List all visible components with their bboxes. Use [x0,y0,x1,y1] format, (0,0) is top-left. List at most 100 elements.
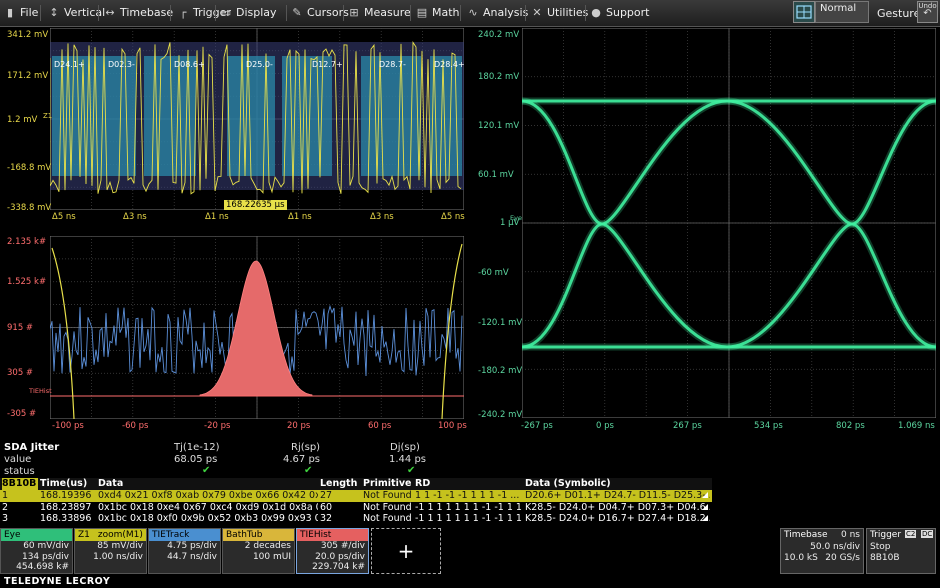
descriptor-name: zoom(M1) [97,530,143,540]
expand-row-icon[interactable] [702,515,708,521]
descriptor-value: 44.7 ns/div [167,551,217,562]
descriptor-value: 1.00 ns/div [93,551,143,562]
bathtub-curve-left [51,247,75,419]
table-header-row: 8B10B Time(us) Data Length Primitive RD Data (… [0,478,712,490]
eye-diagram-grid[interactable] [522,28,936,418]
menu-support[interactable]: ● Support [590,0,649,26]
status-ok-icon: ✔ [407,465,416,476]
menu-file[interactable]: ▮ File [4,0,38,26]
jitter-col-tj: Tj(1e-12) [174,442,220,453]
utilities-icon: ✕ [532,6,542,19]
decode-y-label: 341.2 mV [7,30,49,40]
table-cell: 168.33896 [40,513,92,524]
decode-symbol-label: D08.6+ [174,60,205,69]
undo-button[interactable]: Undo ↶ [917,1,938,23]
trace-marker-tiehist: TIEHist [29,387,52,395]
add-descriptor-button[interactable]: + [371,528,441,574]
eye-y-label: -240.2 mV [478,410,523,420]
timebase-samples: 10.0 kS [784,553,818,563]
menu-separator [410,5,411,21]
menu-cursors[interactable]: ✎ Cursors [291,0,349,26]
expand-row-icon[interactable] [702,492,708,498]
decode-y-label: -168.8 mV [7,163,52,173]
trigger-mode-label: Normal [820,3,857,14]
eye-y-label: 120.1 mV [478,121,520,131]
descriptor-tiehist[interactable]: TIEHist 305 #/div 20.0 ps/div 229.704 k# [296,528,369,574]
table-row[interactable]: 3 168.33896 0x1bc 0x18 0xf0 0x9b 0x52 0xb3… [0,513,712,525]
decode-symbol-label: D28.4+ [434,60,464,69]
descriptor-header: TIETrack [149,529,220,541]
menu-separator [170,5,171,21]
table-header-cell: RD [415,478,431,489]
table-cell: 0x1bc 0x18 0xf0 0x9b 0x52 0xb3 0x99 0x93… [98,513,318,524]
decode-x-label: Δ5 ns [52,212,76,222]
menu-analysis[interactable]: ∿ Analysis [467,0,528,26]
menu-separator [98,5,99,21]
trigger-icon: ┌ [179,6,187,19]
descriptor-value: 85 mV/div [97,541,143,551]
analysis-icon: ∿ [468,6,478,19]
expand-row-icon[interactable] [702,503,708,510]
menu-math[interactable]: ▤ Math [416,0,460,26]
table-header-cell: Primitive [363,478,412,489]
table-row[interactable]: 1 168.19396 0xd4 0x21 0xf8 0xab 0x79 0xbe … [0,490,712,502]
descriptor-header: BathTub [223,529,294,541]
decode-x-label: Δ3 ns [123,212,147,222]
timebase-descriptor[interactable]: Timebase 0 ns 50.0 ns/div 10.0 kS 20 GS/… [780,528,864,574]
descriptor-eye[interactable]: Eye 60 mV/div 134 ps/div 454.698 k# [0,528,73,574]
decode-y-label: 171.2 mV [7,71,49,81]
menu-label: File [20,6,39,19]
descriptor-header: TIEHist [297,529,368,541]
hist-x-label: -20 ps [204,421,231,431]
table-cell: K28.5- D24.0+ D16.7+ D27.4+ D18.2... [525,513,710,524]
eye-y-label: 60.1 mV [478,170,514,180]
hist-x-label: 100 ps [438,421,467,431]
decode-y-label: 1.2 mV [7,115,38,125]
table-header-cell: Data (Symbolic) [525,478,611,489]
descriptor-tietrack[interactable]: TIETrack 4.75 ps/div 44.7 ns/div [148,528,221,574]
table-cell: 0x1bc 0x18 0xe4 0x67 0xc4 0xd9 0x1d 0x8a… [98,501,318,513]
decode-y-label: -338.8 mV [7,203,52,213]
eye-trace [522,99,936,349]
decode-waveform-grid[interactable]: D24.1+ D02.3- D08.6+ D25.0- D12.7+ D28.7- D28.… [50,28,464,210]
descriptor-value: 60 mV/div [23,541,69,551]
eye-x-label: 267 ps [673,421,702,431]
hist-x-label: 20 ps [287,421,311,431]
trace-marker-eye: Eye [510,214,522,222]
hist-y-label: 1.525 k# [7,277,47,287]
hist-y-label: 2.135 k# [7,237,47,247]
decode-symbol-label: D12.7+ [312,60,343,69]
menu-utilities[interactable]: ✕ Utilities [531,0,588,26]
menu-display[interactable]: ▭ Display [220,0,277,26]
descriptor-zoomm1[interactable]: Z1 zoom(M1) 85 mV/div 1.00 ns/div [74,528,147,574]
descriptor-value: 134 ps/div [21,551,69,562]
undo-label: Undo [918,2,937,10]
menu-trigger[interactable]: ┌ Trigger [177,0,231,26]
histogram-grid[interactable] [50,236,464,419]
menu-separator [40,5,41,21]
menu-label: Display [236,6,277,19]
menu-label: Vertical [64,6,106,19]
support-icon: ● [591,6,601,19]
decode-symbol-label: D02.3- [108,60,135,69]
menu-timebase[interactable]: ↔ Timebase [104,0,173,26]
timebase-sample-rate: 20 GS/s [825,553,860,563]
menu-measure[interactable]: ⊞ Measure [348,0,410,26]
table-cell: 2 [2,501,9,513]
hist-x-label: 60 ps [368,421,392,431]
table-cell: Not Found [363,501,412,513]
eye-y-label: 1 μV [500,218,520,228]
trigger-mode-button[interactable]: Normal [815,1,869,23]
table-cell: 168.23897 [40,501,92,513]
jitter-title: SDA Jitter [4,442,60,453]
display-layout-button[interactable] [793,1,815,23]
descriptor-value: 4.75 ps/div [167,541,217,551]
gesture-label[interactable]: Gesture [877,7,921,20]
table-cell: -1 1 1 1 1 1 1 -1 -1 1 1... [415,513,523,524]
decode-trace [50,41,462,195]
table-row[interactable]: 2 168.23897 0x1bc 0x18 0xe4 0x67 0xc4 0xd9… [0,501,712,514]
menu-vertical[interactable]: ↕ Vertical [48,0,105,26]
descriptor-bathtub[interactable]: BathTub 2 decades 100 mUI [222,528,295,574]
jitter-col-rj: Rj(sp) [291,442,321,453]
trigger-descriptor[interactable]: Trigger C2 DC Stop 8B10B [866,528,936,574]
